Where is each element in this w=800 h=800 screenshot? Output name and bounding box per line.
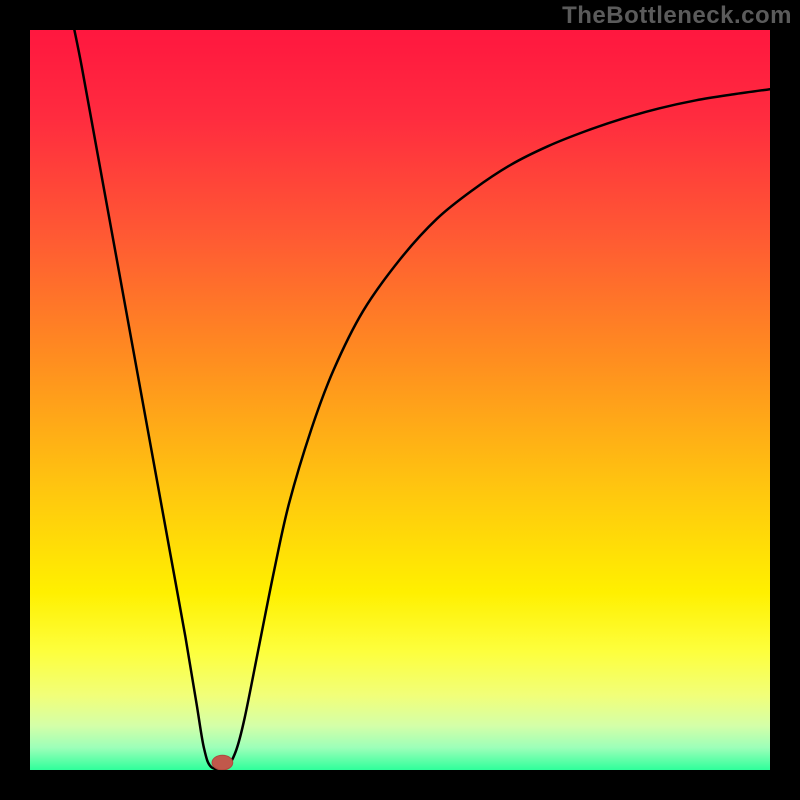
- plot-area: [30, 30, 770, 770]
- watermark-label: TheBottleneck.com: [562, 2, 792, 30]
- optimum-marker: [212, 755, 233, 770]
- bottleneck-curve: [74, 30, 770, 769]
- curve-layer: [30, 30, 770, 770]
- chart-frame: TheBottleneck.com: [0, 0, 800, 800]
